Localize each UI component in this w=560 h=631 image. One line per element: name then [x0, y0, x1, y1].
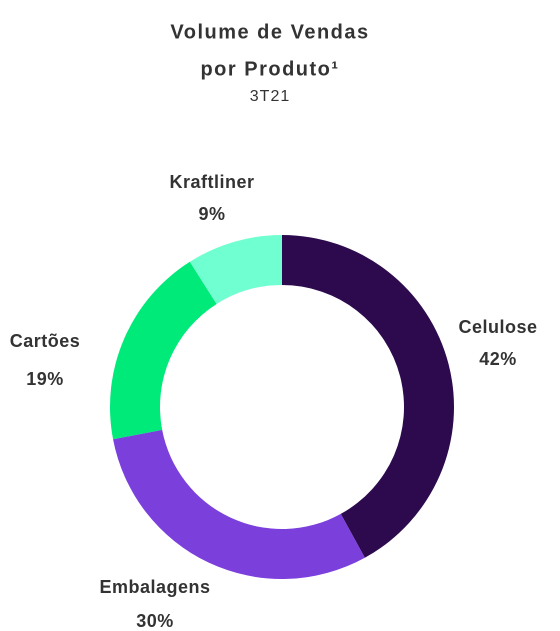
- donut-slice: [109, 261, 217, 440]
- value-label: 9%: [198, 204, 225, 224]
- donut-slice: [113, 429, 365, 579]
- value-label: 42%: [479, 349, 517, 369]
- value-label: 19%: [26, 369, 64, 389]
- donut-slice: [189, 235, 282, 304]
- category-label: Embalagens: [99, 577, 210, 597]
- chart-subtitle: 3T21: [250, 88, 290, 105]
- value-label: 30%: [136, 611, 174, 631]
- chart-title: por Produto¹: [200, 58, 339, 80]
- category-label: Kraftliner: [169, 172, 254, 192]
- category-label: Cartões: [10, 331, 81, 351]
- chart-title: Volume de Vendas: [170, 21, 369, 43]
- category-label: Celulose: [458, 317, 537, 337]
- donut-slice: [282, 235, 455, 558]
